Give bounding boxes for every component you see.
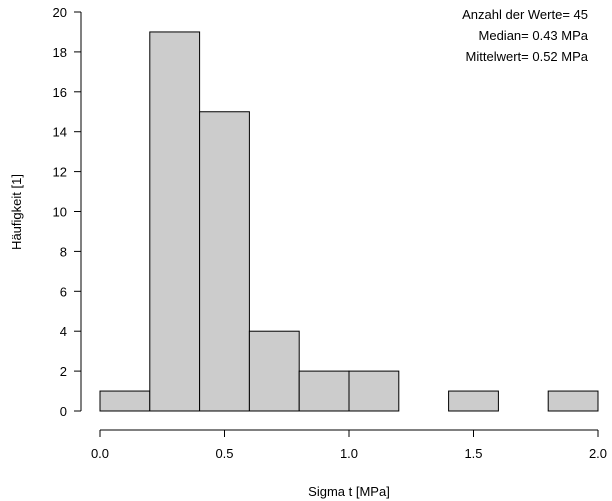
x-axis: 0.0 0.5 1.0 1.5 2.0 [91,429,607,461]
histogram-bar [199,111,250,412]
x-tick-label: 2.0 [589,446,607,461]
y-axis-label: Häufigkeit [1] [9,174,24,250]
x-tick-label: 1.5 [464,446,482,461]
y-tick-label: 16 [53,85,67,100]
y-tick-label: 6 [60,284,67,299]
y-tick-label: 8 [60,244,67,259]
x-tick-label: 1.0 [340,446,358,461]
histogram-bar [99,390,151,412]
x-axis-label: Sigma t [MPa] [308,484,390,499]
histogram-bar [348,370,400,412]
y-tick-label: 2 [60,364,67,379]
y-tick-label: 20 [53,5,67,20]
histogram-bar [448,390,499,412]
y-tick-label: 0 [60,404,67,419]
annotation-line: Mittelwert= 0.52 MPa [466,49,589,64]
annotation-line: Anzahl der Werte= 45 [462,7,588,22]
x-tick-label: 0.5 [215,446,233,461]
histogram-bar [547,390,599,412]
y-tick-label: 12 [53,165,67,180]
y-tick-label: 18 [53,45,67,60]
y-axis: 0 2 4 6 8 10 12 14 16 18 20 [53,5,82,419]
y-tick-label: 4 [60,324,67,339]
histogram-bar [298,370,350,412]
bars-group [99,31,599,412]
annotation-block: Anzahl der Werte= 45 Median= 0.43 MPa Mitt… [462,7,589,64]
histogram-bar [149,31,201,412]
x-tick-label: 0.0 [91,446,109,461]
y-tick-label: 10 [53,205,67,220]
annotation-line: Median= 0.43 MPa [479,28,589,43]
histogram-bar [248,330,300,412]
y-tick-label: 14 [53,125,67,140]
